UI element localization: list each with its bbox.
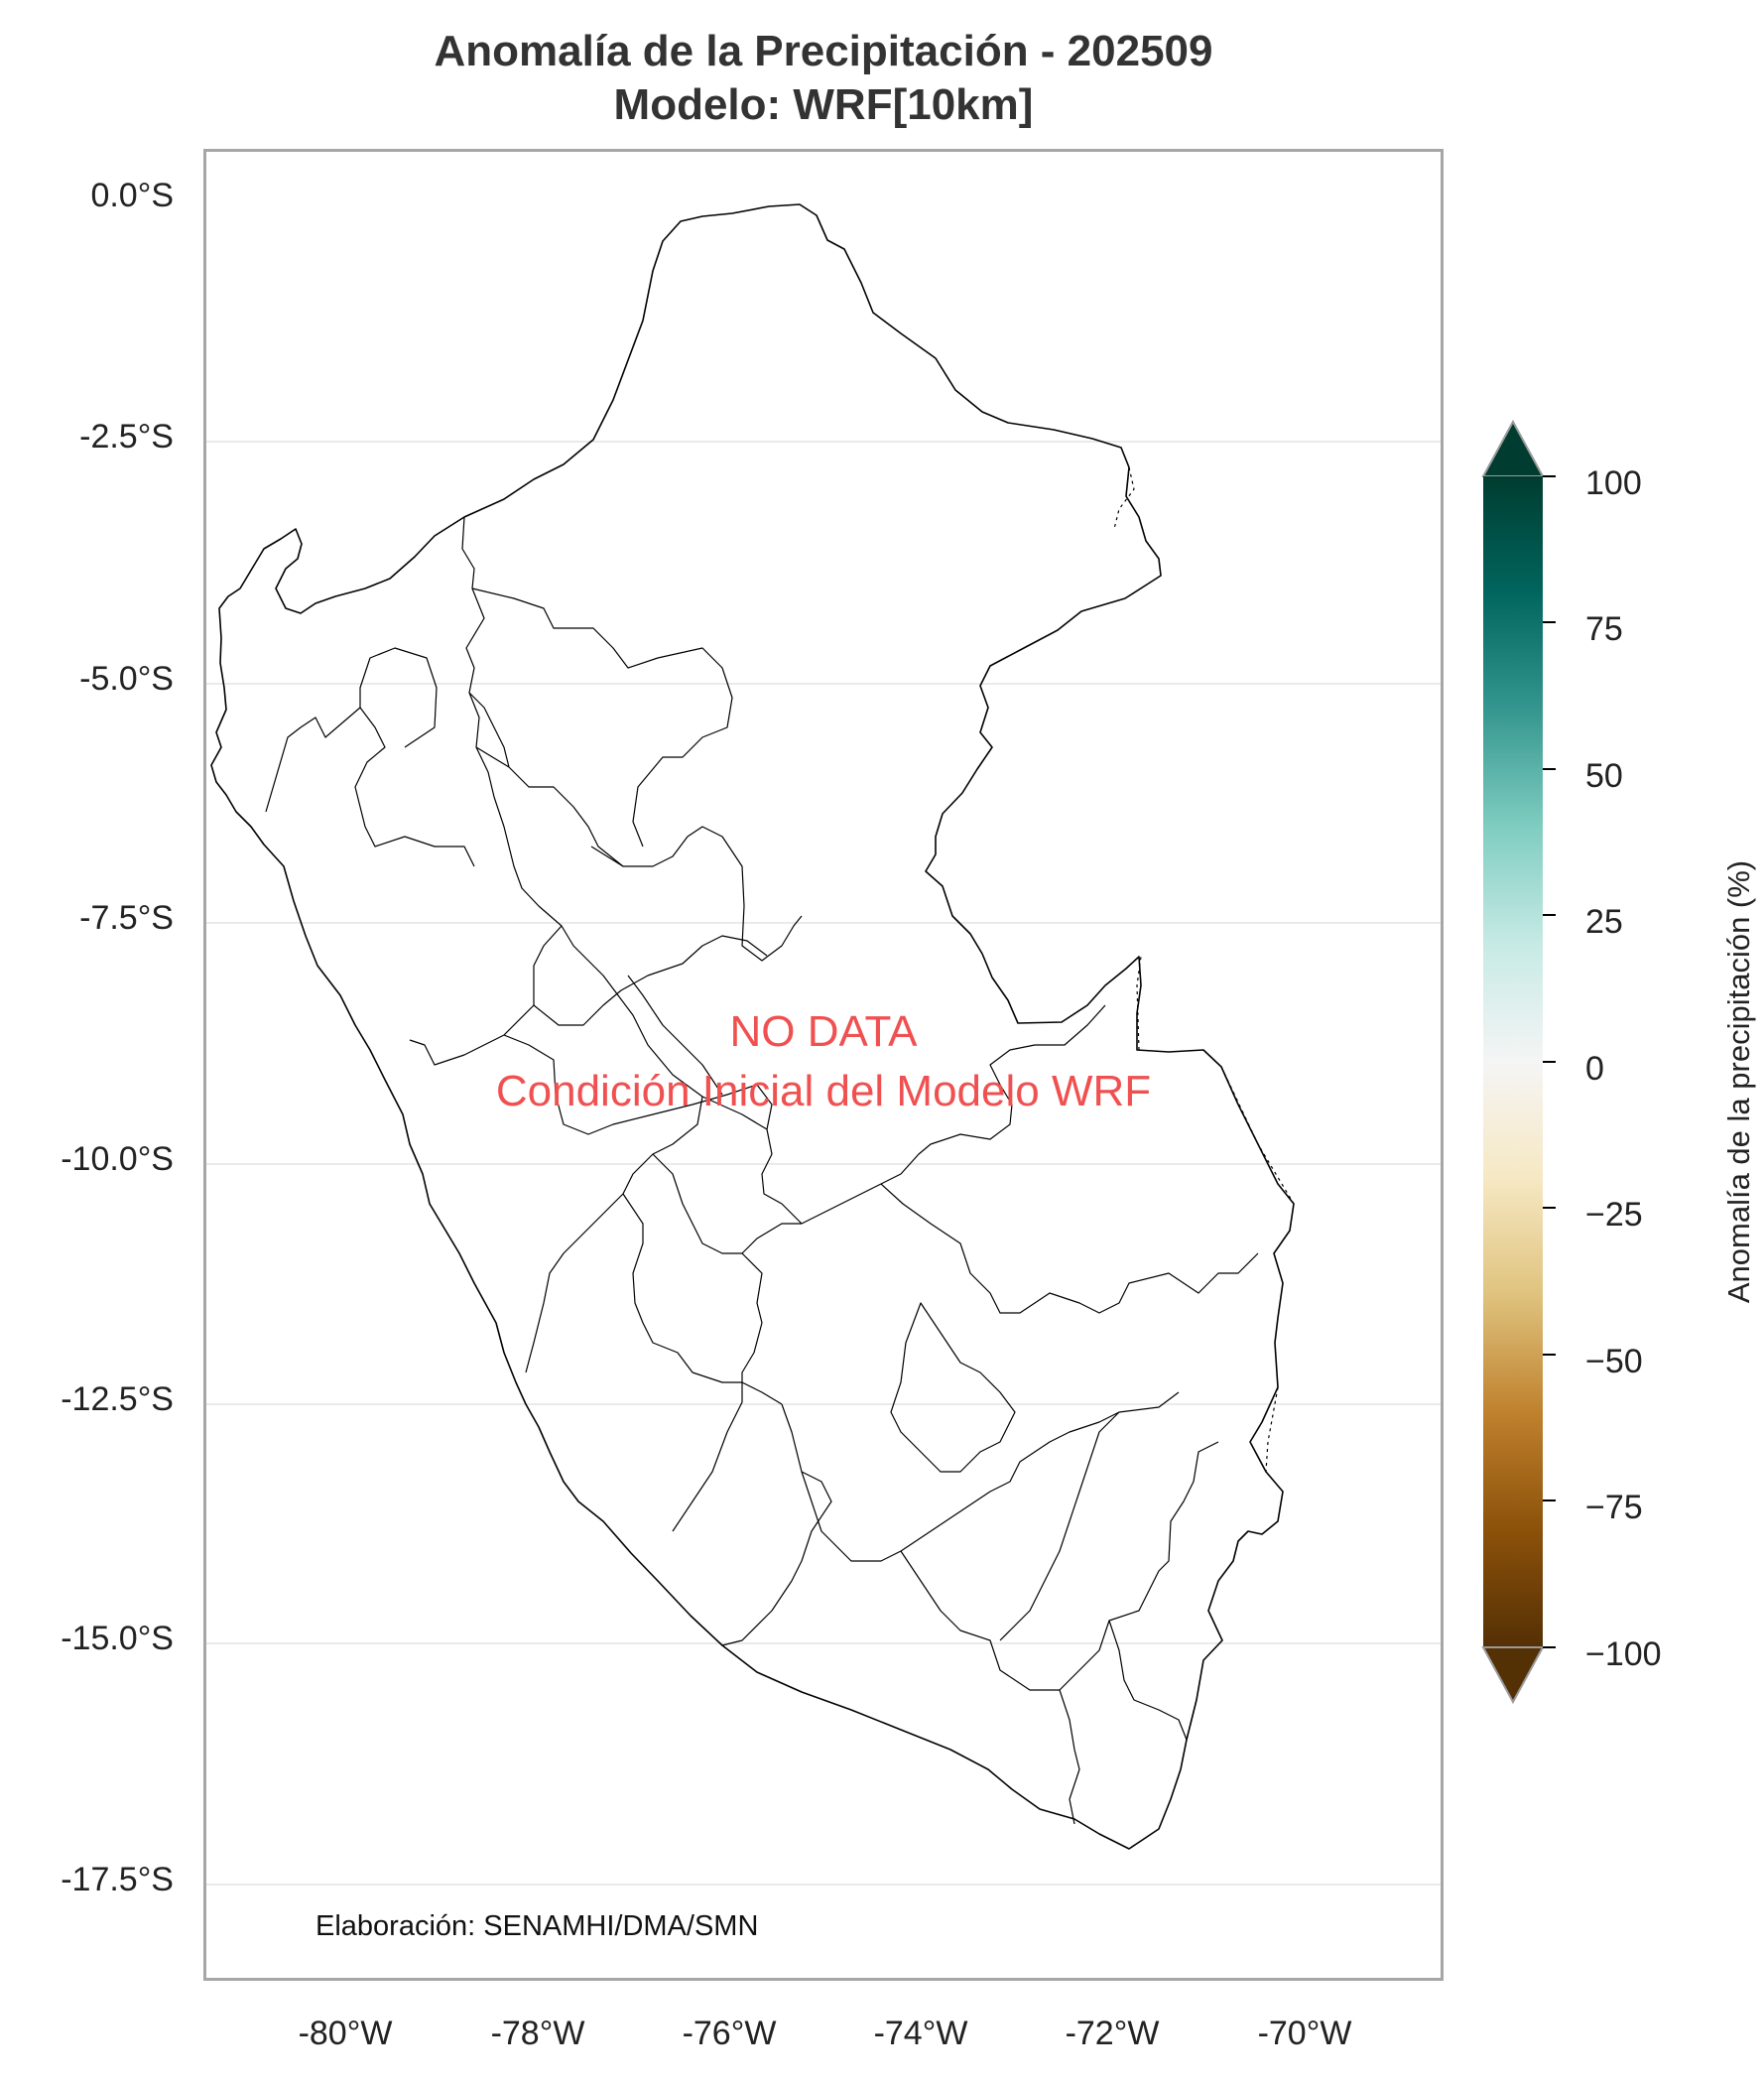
colorbar-label: Anomalía de la precipitación (%) bbox=[1721, 859, 1756, 1304]
lon-label: -80°W bbox=[298, 2015, 393, 2052]
no-data-subtitle: Condición Inicial del Modelo WRF bbox=[495, 1067, 1152, 1115]
lon-label: -76°W bbox=[682, 2015, 777, 2052]
colorbar-extend-top bbox=[1481, 419, 1545, 477]
colorbar-tick-label: −50 bbox=[1585, 1343, 1643, 1380]
colorbar-tick-label: −25 bbox=[1585, 1196, 1643, 1234]
chart-subtitle: Modelo: WRF[10km] bbox=[613, 80, 1034, 129]
lon-label: -72°W bbox=[1065, 2015, 1160, 2052]
colorbar-tick-label: 25 bbox=[1585, 903, 1623, 941]
colorbar-tick-label: −100 bbox=[1585, 1635, 1662, 1673]
lat-label: -15.0°S bbox=[61, 1620, 174, 1657]
colorbar-tick-label: 0 bbox=[1585, 1050, 1604, 1088]
country-outline bbox=[210, 203, 1295, 1850]
lat-label: -2.5°S bbox=[79, 418, 174, 456]
department-borders bbox=[265, 516, 1259, 1825]
colorbar-tick-label: 75 bbox=[1585, 610, 1623, 648]
chart-title: Anomalía de la Precipitación - 202509 bbox=[434, 27, 1213, 75]
lat-label: -7.5°S bbox=[79, 899, 174, 937]
lat-label: -10.0°S bbox=[61, 1140, 174, 1178]
colorbar-tick-label: −75 bbox=[1585, 1489, 1643, 1526]
international-border bbox=[1113, 466, 1295, 1473]
colorbar-tick-label: 100 bbox=[1585, 464, 1642, 502]
credit-text: Elaboración: SENAMHI/DMA/SMN bbox=[315, 1910, 759, 1942]
lon-label: -78°W bbox=[490, 2015, 585, 2052]
lat-label: 0.0°S bbox=[90, 177, 174, 214]
map-frame bbox=[203, 149, 1444, 1981]
gridlines bbox=[206, 441, 1441, 1886]
colorbar-extend-bottom bbox=[1481, 1646, 1545, 1705]
colorbar-tick-label: 50 bbox=[1585, 757, 1623, 795]
lat-label: -5.0°S bbox=[79, 660, 174, 698]
lon-label: -74°W bbox=[873, 2015, 968, 2052]
peru-map bbox=[206, 203, 1441, 1886]
lat-label: -17.5°S bbox=[61, 1861, 174, 1898]
lat-label: -12.5°S bbox=[61, 1380, 174, 1418]
lon-label: -70°W bbox=[1257, 2015, 1352, 2052]
no-data-label: NO DATA bbox=[729, 1007, 918, 1056]
colorbar bbox=[1481, 419, 1556, 1705]
colorbar-body bbox=[1483, 476, 1543, 1647]
